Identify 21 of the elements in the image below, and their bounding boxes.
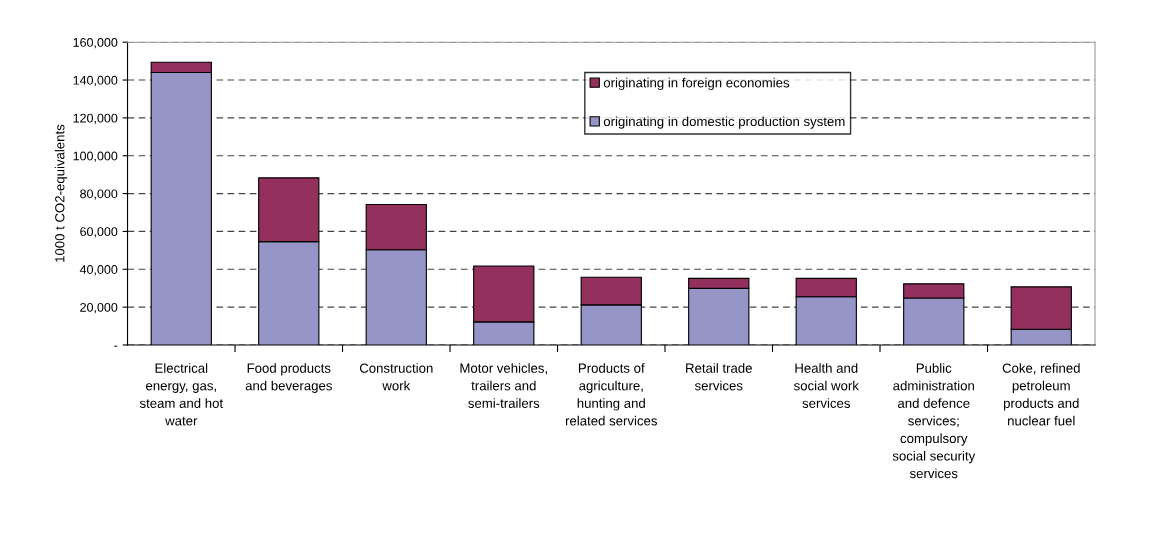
x-tick-label: Retail trade services [686,363,752,391]
legend-label: originating in domestic production system [603,116,845,129]
y-tick-label: 140,000 [73,75,118,87]
y-tick-label: 100,000 [73,151,118,162]
y-tick-label: 60,000 [80,227,118,238]
x-tick-label: Health and social work services [794,363,859,408]
y-tick-label: 20,000 [80,302,118,314]
y-tick-label: 160,000 [73,37,118,49]
y-axis-title: 1000 t CO2-equivalents [54,124,68,262]
x-tick-label: Motor vehicles, trailers and semi-trailers [460,363,547,408]
x-tick-label: Products of agriculture, hunting and related services [565,363,657,426]
x-tick-label: Public administration and defence services; compulsory social security services [892,363,976,479]
y-tick-label: 40,000 [79,265,118,276]
legend-label: originating in foreign economies [603,77,790,91]
y-tick-label: 120,000 [73,113,118,125]
y-tick-label: - [114,345,118,347]
y-tick-label: 80,000 [80,189,118,200]
x-tick-label: Food products and beverages [245,363,332,393]
x-tick-label: Coke, refined petroleum products and nuclear fuel [1002,363,1080,426]
x-tick-label: Electrical energy, gas, steam and hot water [139,363,223,426]
x-tick-label: Construction work [359,363,433,391]
